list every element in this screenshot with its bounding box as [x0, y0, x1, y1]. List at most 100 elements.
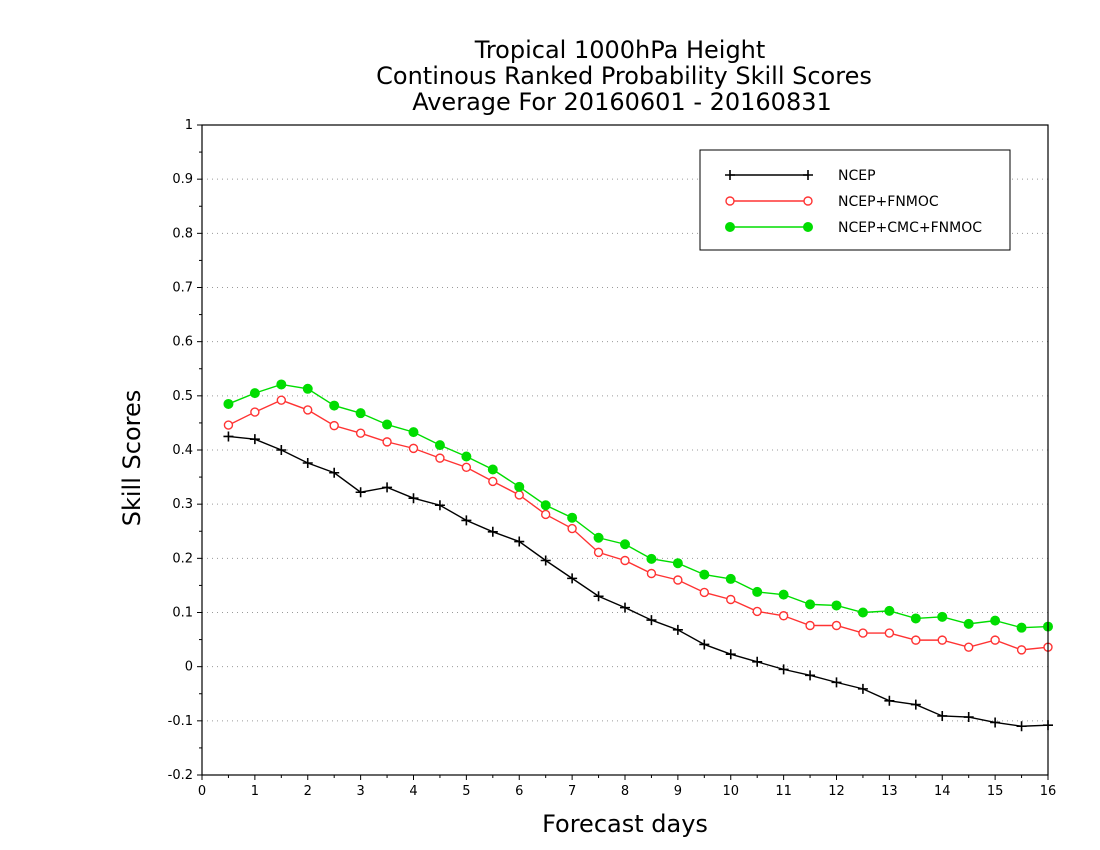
data-point: [778, 589, 789, 600]
series-line: [228, 399, 1049, 651]
data-point: [223, 420, 234, 430]
data-point: [805, 599, 816, 610]
plot-frame: [201, 124, 1049, 776]
x-tick-label: 5: [462, 784, 470, 799]
series-ncep: [223, 431, 1053, 732]
series-line: [228, 435, 1049, 727]
data-point: [567, 573, 578, 584]
y-tick-label: -0.2: [168, 768, 193, 783]
data-point: [355, 487, 366, 498]
legend-marker: [803, 196, 813, 206]
data-point: [329, 467, 340, 478]
x-tick-label: 4: [409, 784, 417, 799]
data-point: [593, 591, 604, 602]
legend-box: [699, 149, 1011, 251]
legend-label: NCEP+FNMOC: [838, 194, 939, 210]
data-point: [276, 445, 287, 455]
series-ncep-fnmoc: [223, 395, 1053, 655]
data-point: [699, 587, 710, 598]
data-point: [540, 509, 551, 520]
data-point: [831, 677, 842, 688]
grid-lines: [202, 178, 1048, 722]
data-point: [937, 710, 948, 721]
data-point: [276, 379, 287, 390]
x-tick-label: 9: [674, 784, 682, 799]
chart-title: Tropical 1000hPa Height Continous Ranked…: [376, 36, 872, 116]
y-tick-label: 0.2: [172, 551, 193, 566]
data-point: [514, 536, 525, 547]
data-point: [673, 575, 683, 585]
data-point: [831, 600, 842, 611]
data-point: [408, 427, 419, 438]
legend-marker: [803, 222, 813, 232]
data-point: [487, 464, 498, 475]
x-tick-label: 2: [304, 784, 312, 799]
series-line: [228, 383, 1049, 629]
data-point: [223, 431, 234, 442]
y-tick-label: 0.3: [172, 497, 193, 512]
y-tick-label: 0.5: [172, 389, 193, 404]
data-point: [540, 555, 551, 566]
data-point: [461, 451, 472, 462]
data-point: [434, 500, 445, 511]
y-tick-label: 0.1: [172, 606, 193, 621]
data-point: [567, 512, 578, 523]
data-point: [593, 532, 604, 543]
legend-label: NCEP: [838, 168, 876, 184]
data-point: [249, 434, 260, 445]
data-point: [937, 635, 947, 645]
data-point: [699, 639, 710, 650]
x-tick-label: 12: [828, 784, 845, 799]
data-point: [937, 611, 948, 622]
legend-marker: [725, 196, 735, 206]
data-point: [435, 453, 445, 463]
data-point: [382, 482, 393, 493]
data-point: [990, 635, 1000, 645]
x-tick-label: 16: [1040, 784, 1057, 799]
title-line-2: Continous Ranked Probability Skill Score…: [376, 62, 872, 90]
data-point: [514, 490, 524, 500]
title-line-1: Tropical 1000hPa Height: [474, 36, 766, 64]
data-point: [620, 602, 630, 613]
data-point: [461, 462, 472, 473]
legend-marker: [725, 170, 735, 180]
data-point: [514, 481, 525, 492]
data-point: [302, 458, 313, 468]
legend-marker: [803, 170, 813, 180]
x-axis-label: Forecast days: [542, 810, 708, 838]
data-point: [725, 573, 736, 584]
title-line-3: Average For 20160601 - 20160831: [412, 88, 832, 116]
y-axis-label: Skill Scores: [118, 390, 146, 527]
series-layer: [223, 379, 1053, 732]
data-point: [593, 547, 604, 558]
data-point: [910, 699, 921, 710]
data-point: [434, 440, 445, 451]
y-axis: -0.2 -0.1 0 0.1 0.2 0.3 0.4 0.5 0.6 0.7 0.8 0.9 1: [168, 118, 202, 783]
data-point: [963, 712, 974, 723]
y-tick-label: 0.6: [172, 335, 193, 350]
x-tick-label: 8: [621, 784, 629, 799]
series-ncep-cmc-fnmoc: [223, 379, 1053, 633]
data-point: [223, 398, 234, 409]
data-point: [276, 395, 287, 405]
x-tick-label: 13: [881, 784, 898, 799]
data-point: [884, 605, 895, 616]
data-point: [461, 515, 472, 526]
legend-label: NCEP+CMC+FNMOC: [838, 220, 982, 236]
data-point: [752, 606, 762, 617]
legend-marker: [725, 222, 735, 232]
data-point: [646, 568, 657, 579]
data-point: [646, 553, 657, 564]
data-point: [1016, 721, 1027, 732]
data-point: [250, 407, 260, 417]
data-point: [408, 443, 419, 454]
data-point: [752, 656, 763, 667]
data-point: [699, 569, 710, 580]
data-point: [857, 683, 868, 694]
data-point: [911, 635, 921, 645]
data-point: [249, 388, 260, 399]
data-point: [884, 695, 895, 706]
data-point: [805, 670, 816, 681]
data-point: [990, 717, 1001, 728]
data-point: [963, 618, 974, 629]
